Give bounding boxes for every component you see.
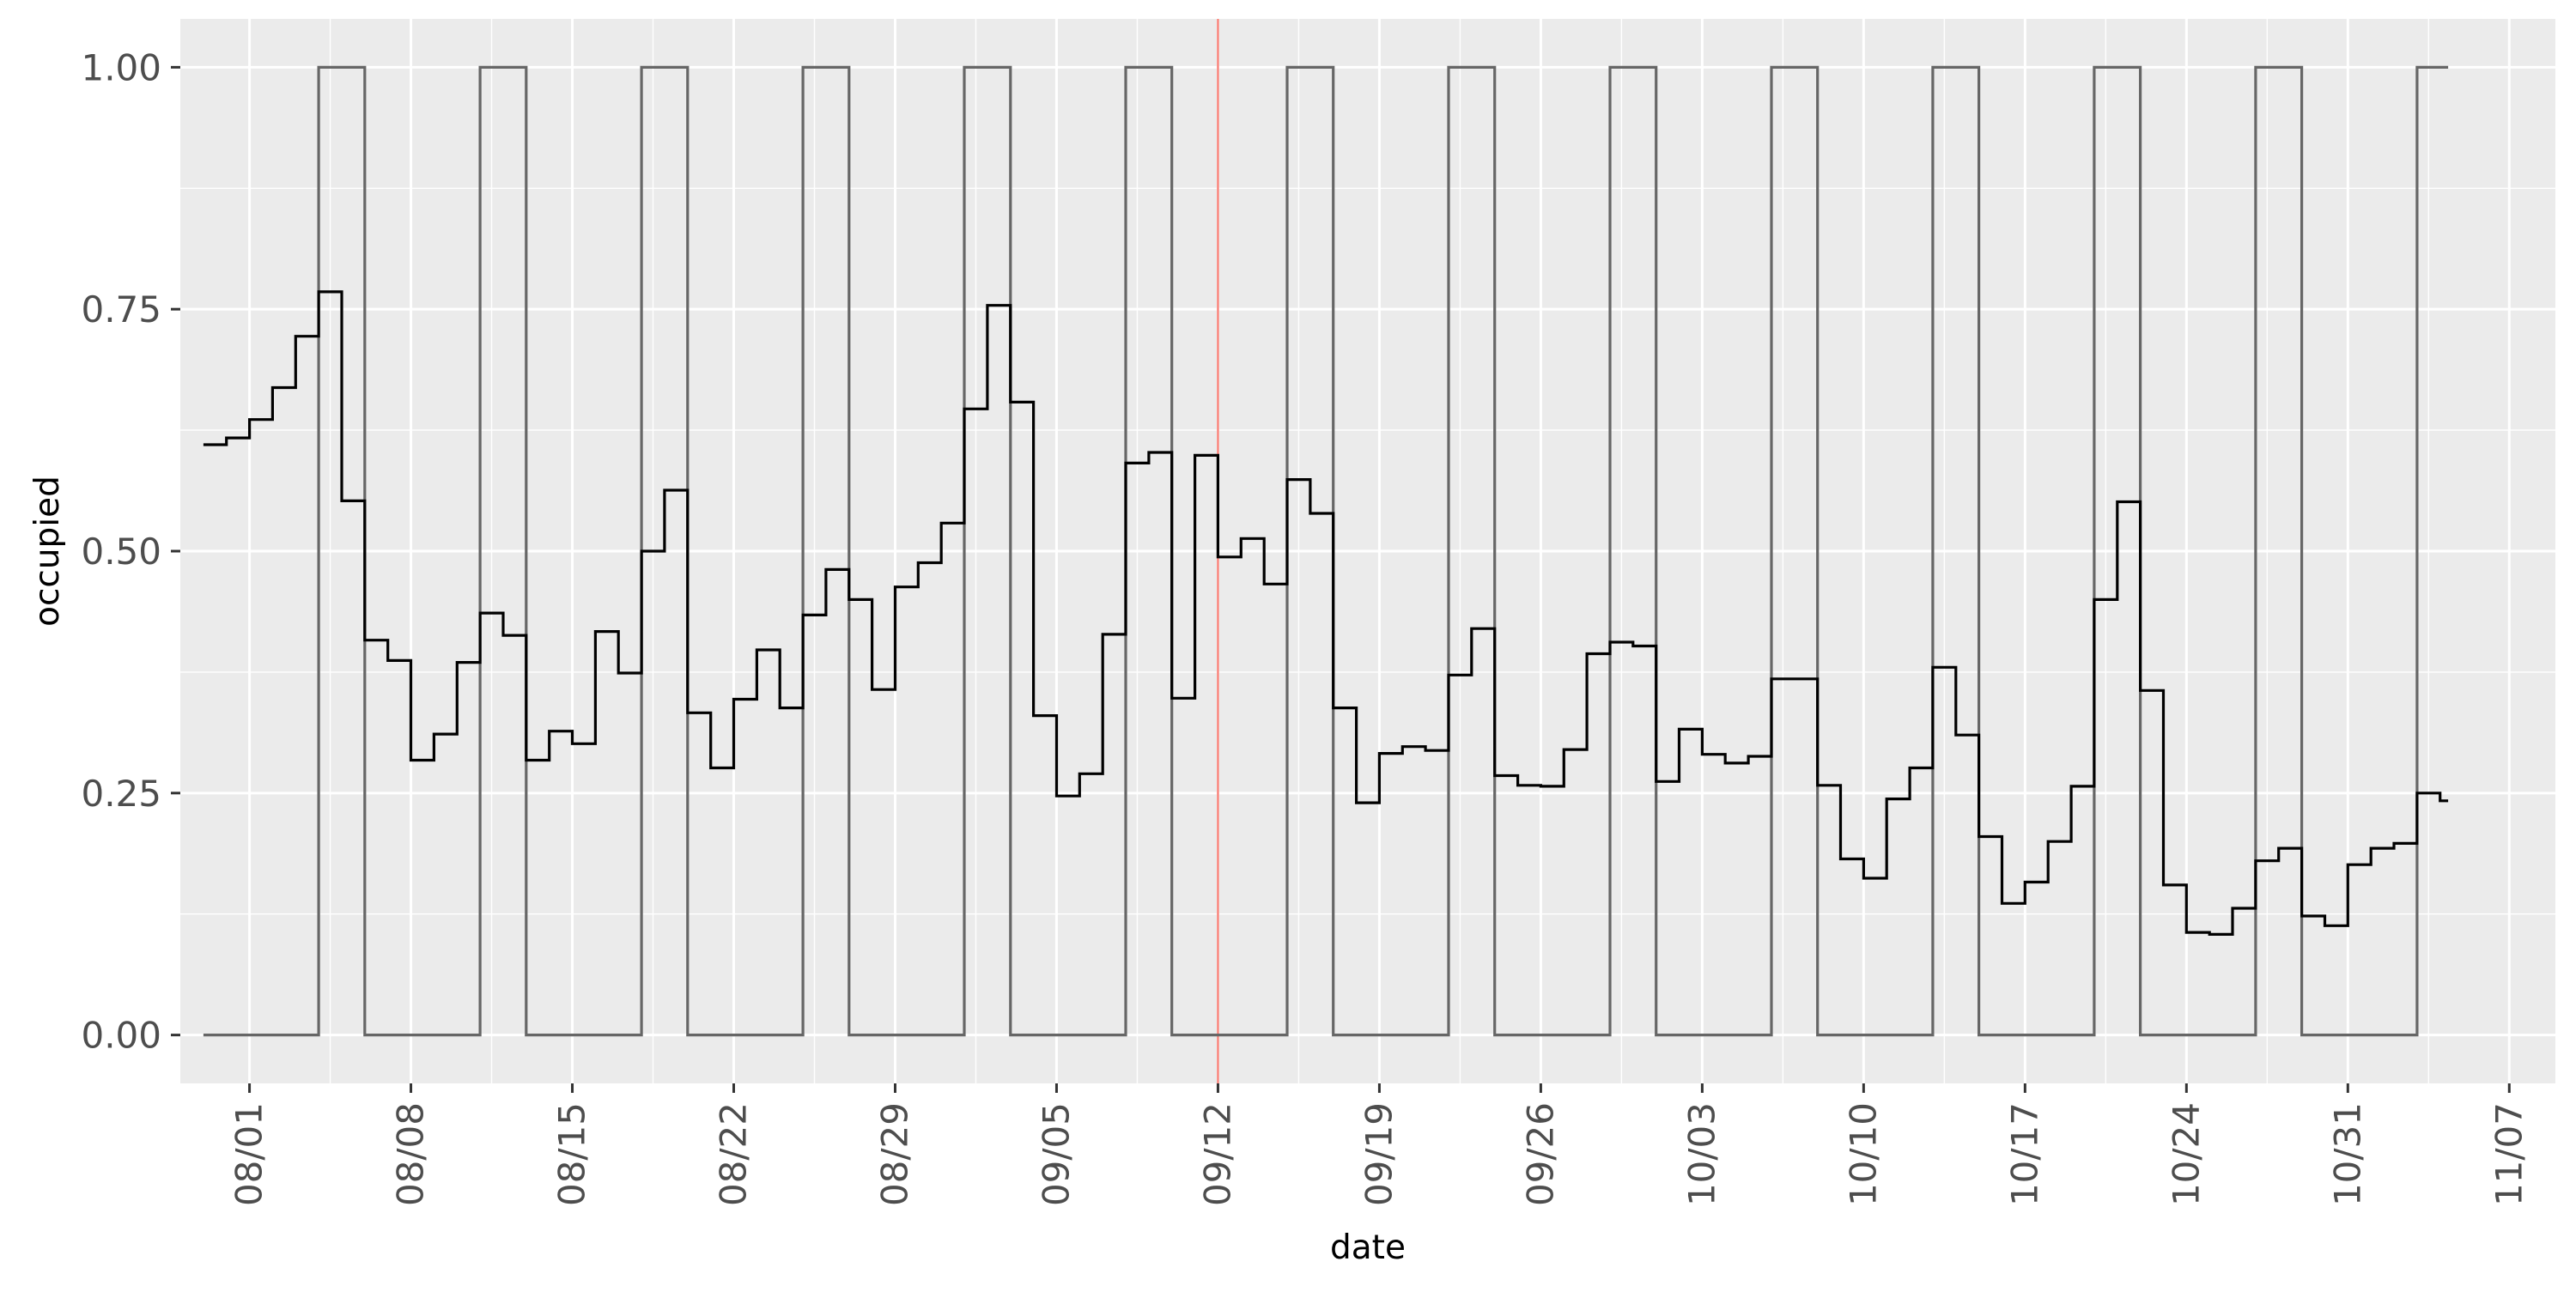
x-tick-label: 10/10 xyxy=(1842,1102,1884,1206)
x-tick-label: 11/07 xyxy=(2488,1102,2530,1206)
x-axis-title: date xyxy=(1330,1228,1406,1267)
y-tick-label: 0.75 xyxy=(81,288,161,331)
x-tick-label: 08/08 xyxy=(390,1102,432,1206)
x-axis: 08/01 08/08 08/15 08/22 08/29 09/05 09/12 09/19… xyxy=(228,1083,2530,1206)
x-tick-label: 09/19 xyxy=(1358,1102,1400,1206)
y-tick-label: 1.00 xyxy=(81,46,161,88)
x-tick-label: 10/24 xyxy=(2165,1102,2207,1206)
y-axis-title: occupied xyxy=(28,476,67,627)
x-tick-label: 08/01 xyxy=(228,1102,270,1206)
x-tick-label: 08/15 xyxy=(551,1102,593,1206)
series-line-occupied xyxy=(203,290,2449,936)
y-tick-label: 0.00 xyxy=(81,1015,161,1057)
x-tick-label: 10/17 xyxy=(2003,1102,2045,1206)
y-tick-label: 0.50 xyxy=(81,531,161,573)
x-tick-label: 08/29 xyxy=(873,1102,915,1206)
x-tick-label: 09/05 xyxy=(1035,1102,1077,1206)
x-tick-label: 09/12 xyxy=(1196,1102,1238,1206)
y-axis: 0.00 0.25 0.50 0.75 1.00 xyxy=(81,46,180,1057)
x-tick-label: 10/03 xyxy=(1680,1102,1722,1206)
series-layer xyxy=(203,65,2449,1037)
x-tick-label: 08/22 xyxy=(713,1102,755,1206)
x-tick-label: 10/31 xyxy=(2326,1102,2368,1206)
y-tick-label: 0.25 xyxy=(81,773,161,815)
x-tick-label: 09/26 xyxy=(1519,1102,1561,1206)
